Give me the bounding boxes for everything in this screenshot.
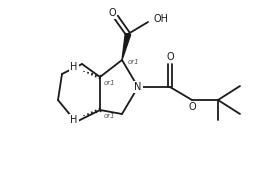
Text: O: O	[188, 102, 196, 112]
Text: O: O	[166, 52, 174, 62]
Text: or1: or1	[104, 80, 116, 86]
Text: O: O	[108, 8, 116, 18]
Text: H: H	[70, 115, 78, 125]
Text: N: N	[134, 82, 142, 92]
Text: OH: OH	[154, 14, 169, 24]
Text: or1: or1	[104, 113, 116, 119]
Text: H: H	[70, 62, 78, 72]
Text: or1: or1	[128, 59, 140, 65]
Polygon shape	[122, 33, 131, 60]
